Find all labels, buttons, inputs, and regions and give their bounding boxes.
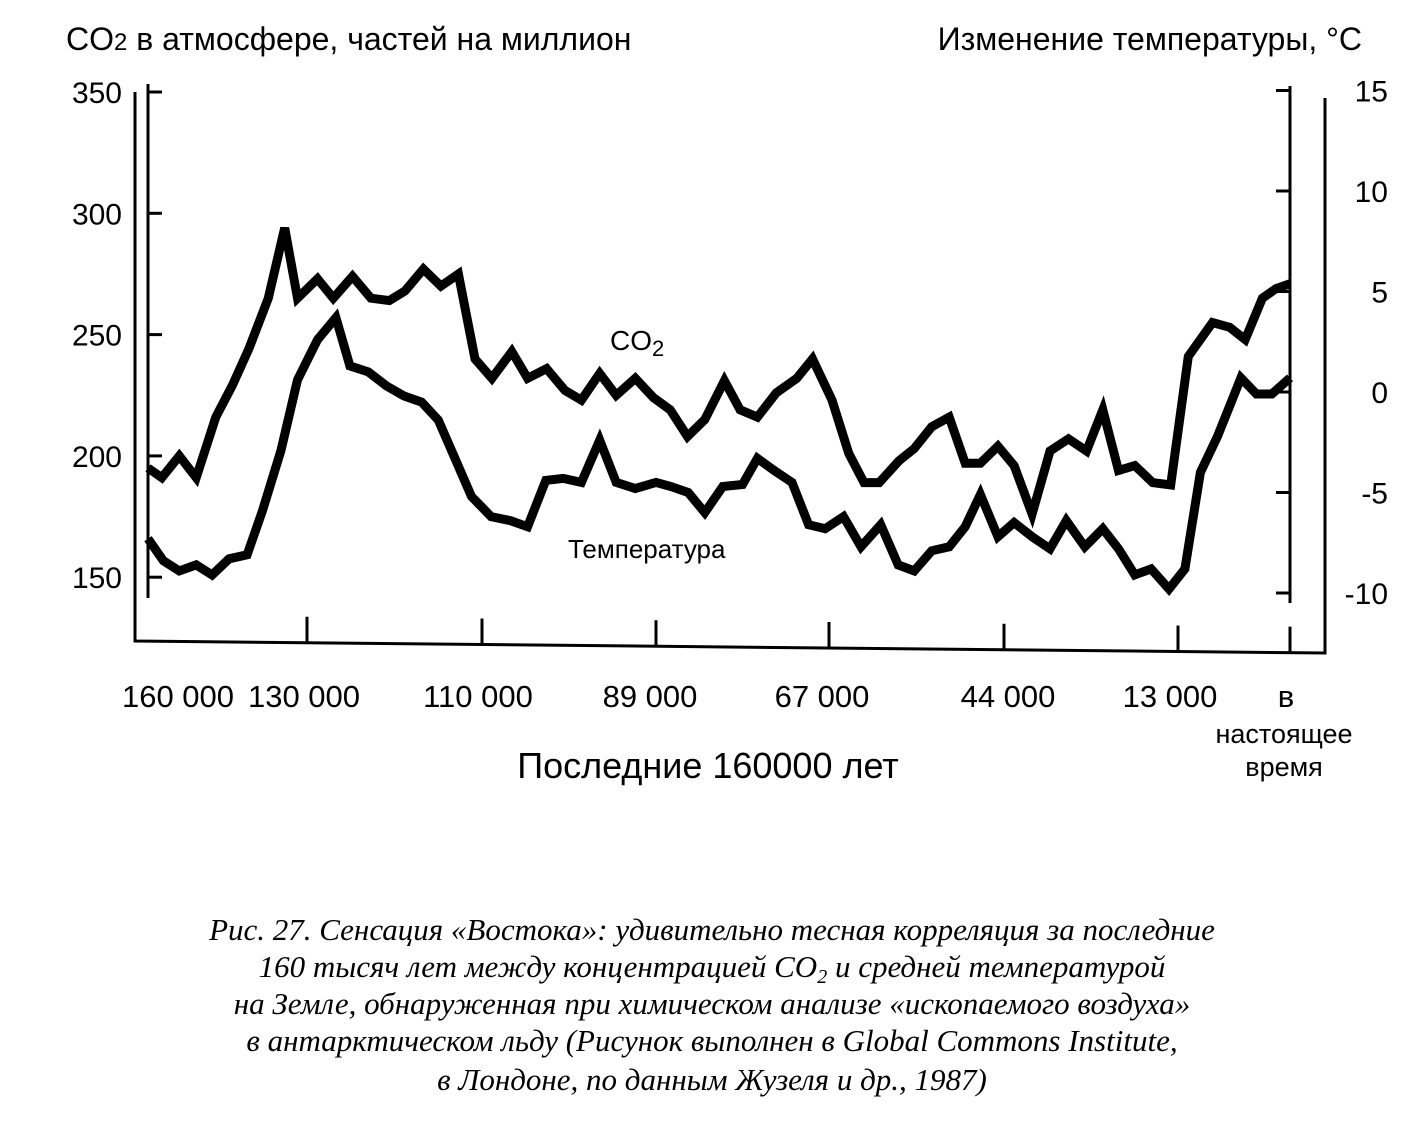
co2-line (145, 226, 1292, 529)
left-axis-title: CO2 в атмосфере, частей на миллион (66, 21, 631, 57)
temperature-series-label: Температура (568, 534, 726, 564)
caption-line-3: на Земле, обнаруженная при химическом ан… (234, 986, 1190, 1021)
x-tick-label: 130 000 (248, 679, 360, 714)
co2-series-label: CO2 (610, 325, 664, 361)
x-axis-title: Последние 160000 лет (517, 745, 899, 786)
x-tick-label: 110 000 (423, 679, 533, 714)
right-y-tick-label: 5 (1371, 277, 1388, 310)
right-y-tick-label: -5 (1361, 478, 1388, 511)
caption-line-4: в антарктическом льду (Рисунок выполнен … (246, 1023, 1177, 1058)
x-tick-label-line2: настоящее (1215, 719, 1352, 749)
caption-line-1: Рис. 27. Сенсация «Востока»: удивительно… (208, 912, 1215, 947)
left-y-tick-label: 150 (72, 562, 122, 595)
x-tick-label: 44 000 (961, 679, 1056, 714)
right-y-tick-label: 10 (1355, 176, 1388, 209)
x-tick-label-line3: время (1245, 752, 1323, 782)
figure-caption: Рис. 27. Сенсация «Востока»: удивительно… (208, 912, 1215, 1097)
right-axis-title: Изменение температуры, °С (938, 21, 1362, 57)
x-tick-label: 89 000 (603, 679, 698, 714)
x-tick-label: 160 000 (122, 679, 234, 714)
chart-frame (133, 92, 1327, 655)
left-y-tick-label: 250 (72, 320, 122, 353)
left-y-tick-label: 200 (72, 441, 122, 474)
x-tick-label: 67 000 (775, 679, 870, 714)
x-tick-label: 13 000 (1123, 679, 1218, 714)
left-y-tick-label: 350 (72, 77, 122, 110)
caption-line-2: 160 тысяч лет между концентрацией CO2 и … (259, 949, 1166, 988)
right-y-tick-label: 0 (1371, 377, 1388, 410)
right-y-tick-label: 15 (1355, 76, 1388, 109)
right-y-tick-label: -10 (1345, 578, 1388, 611)
caption-line-5: в Лондоне, по данным Жузеля и др., 1987) (437, 1062, 987, 1097)
left-y-tick-label: 300 (72, 198, 122, 231)
x-tick-label: в (1278, 679, 1294, 714)
